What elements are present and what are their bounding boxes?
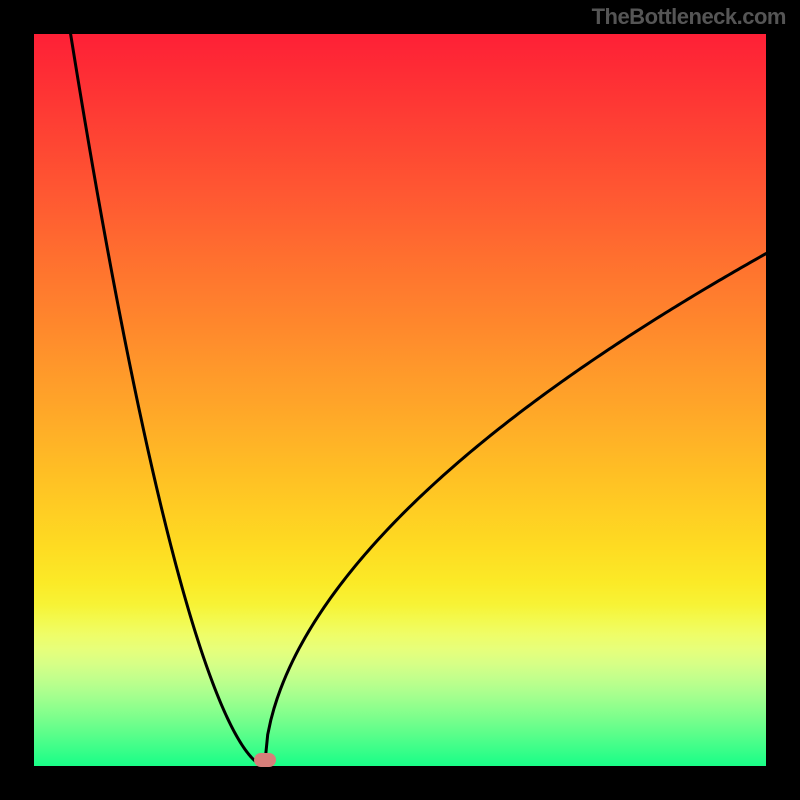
chart-background <box>34 34 766 766</box>
watermark-text: TheBottleneck.com <box>592 4 786 30</box>
chart-plot-area <box>34 34 766 766</box>
optimal-point-marker <box>254 753 276 767</box>
chart-svg <box>34 34 766 766</box>
